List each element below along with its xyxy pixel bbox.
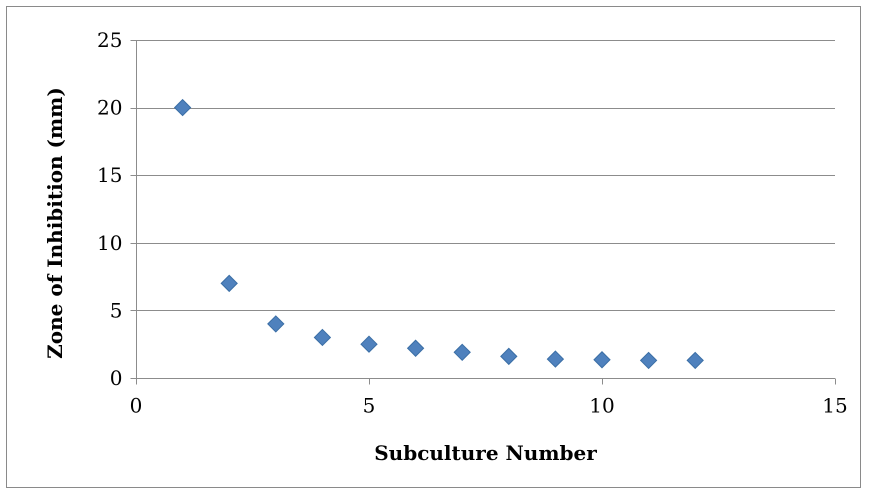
data-point-4 <box>313 328 332 347</box>
x-tick-label-2: 10 <box>589 394 614 418</box>
y-tick-label-2: 10 <box>97 231 122 255</box>
data-point-12 <box>686 351 704 370</box>
data-point-6 <box>406 339 425 357</box>
x-axis-title: Subculture Number <box>374 441 597 465</box>
data-point-7 <box>453 343 471 362</box>
y-tick-label-5: 25 <box>97 28 122 52</box>
x-tick-label-3: 15 <box>822 394 847 418</box>
grid-layer <box>136 40 835 311</box>
data-point-1 <box>173 98 192 117</box>
data-point-layer <box>173 98 704 370</box>
y-axis-title: Zone of Inhibition (mm) <box>43 87 67 359</box>
y-tick-label-4: 20 <box>97 96 122 120</box>
data-point-9 <box>546 350 565 368</box>
data-point-5 <box>360 335 378 353</box>
axis-layer <box>130 40 836 385</box>
x-tick-label-1: 5 <box>363 394 376 418</box>
data-point-11 <box>639 351 658 370</box>
x-tick-label-0: 0 <box>130 394 143 418</box>
chart-frame <box>6 6 861 488</box>
tick-label-layer: 0 5 10 15 20 25 0 5 10 15 <box>97 28 848 418</box>
y-tick-label-1: 5 <box>110 298 123 322</box>
y-tick-label-0: 0 <box>110 366 123 390</box>
data-point-8 <box>500 347 518 366</box>
data-point-2 <box>220 274 238 293</box>
data-point-3 <box>267 315 285 333</box>
y-tick-label-3: 15 <box>97 163 122 187</box>
data-point-10 <box>593 351 611 369</box>
